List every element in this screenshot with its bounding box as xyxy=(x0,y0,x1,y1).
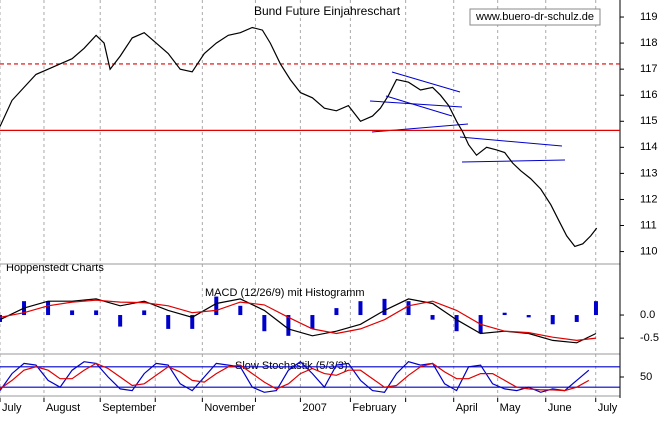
histogram-bar xyxy=(310,315,315,329)
histogram-bar xyxy=(574,315,579,322)
histogram-bar xyxy=(166,315,171,329)
stoch-title: Slow Stochastik (5/3/3) xyxy=(235,360,348,372)
series-line xyxy=(0,362,590,392)
y-tick-label: 112 xyxy=(640,193,658,205)
trend-lines xyxy=(369,71,566,163)
y-tick-label: 119 xyxy=(640,11,658,23)
histogram-bar xyxy=(382,298,387,316)
x-tick-label: April xyxy=(456,402,478,414)
y-tick-label: 111 xyxy=(640,219,657,231)
histogram-bar xyxy=(430,315,435,320)
histogram-bar xyxy=(262,315,267,332)
series-line xyxy=(0,360,590,393)
histogram-bar xyxy=(454,315,459,332)
x-tick-label: July xyxy=(598,402,618,414)
series-line xyxy=(0,26,598,248)
y-tick-label: 50 xyxy=(640,371,652,383)
histogram-bar xyxy=(526,315,531,318)
y-tick-label: 113 xyxy=(640,167,658,179)
histogram-bar xyxy=(286,315,291,336)
chart-title: Bund Future Einjahreschart xyxy=(254,4,401,18)
histogram-bar xyxy=(550,315,555,325)
macd-title: MACD (12/26/9) mit Histogramm xyxy=(205,287,365,299)
series-line xyxy=(0,299,597,342)
histogram-bar xyxy=(70,310,75,316)
y-tick-label: 116 xyxy=(640,89,658,101)
x-tick-label: July xyxy=(2,402,22,414)
histogram-bar xyxy=(190,315,195,329)
trend-line xyxy=(461,159,566,163)
histogram-bar xyxy=(334,308,339,316)
y-tick-label: 117 xyxy=(640,63,658,75)
x-tick-label: August xyxy=(46,402,80,414)
histogram-bar xyxy=(46,301,51,316)
y-tick-label: 110 xyxy=(640,245,658,257)
url-box xyxy=(469,8,601,26)
url: www.buero-dr-schulz.de xyxy=(475,11,594,23)
histogram-bar xyxy=(593,301,598,316)
x-tick-label: November xyxy=(204,402,255,414)
y-tick-label: 0.0 xyxy=(640,309,655,321)
histogram-bar xyxy=(0,315,2,322)
caption: Hoppenstedt Charts xyxy=(6,262,104,274)
trend-line xyxy=(369,100,463,108)
y-tick-label: 115 xyxy=(640,115,658,127)
y-tick-label: -0.5 xyxy=(640,332,659,344)
histogram-bar xyxy=(94,310,99,316)
histogram-bar xyxy=(142,310,147,316)
y-tick-label: 118 xyxy=(640,37,658,49)
x-tick-label: February xyxy=(352,402,397,414)
histogram-bar xyxy=(238,305,243,316)
histogram-bar xyxy=(214,296,219,316)
x-tick-label: September xyxy=(102,402,156,414)
x-tick-label: May xyxy=(500,402,521,414)
histogram-bar xyxy=(502,312,507,316)
trend-line xyxy=(391,71,461,93)
x-tick-label: 2007 xyxy=(302,402,326,414)
trend-line xyxy=(459,136,563,147)
histogram-bar xyxy=(118,315,123,327)
histogram-bar xyxy=(358,301,363,316)
histogram-bar xyxy=(406,301,411,316)
x-tick-label: June xyxy=(548,402,572,414)
trend-line xyxy=(385,95,453,117)
y-tick-label: 114 xyxy=(640,141,658,153)
